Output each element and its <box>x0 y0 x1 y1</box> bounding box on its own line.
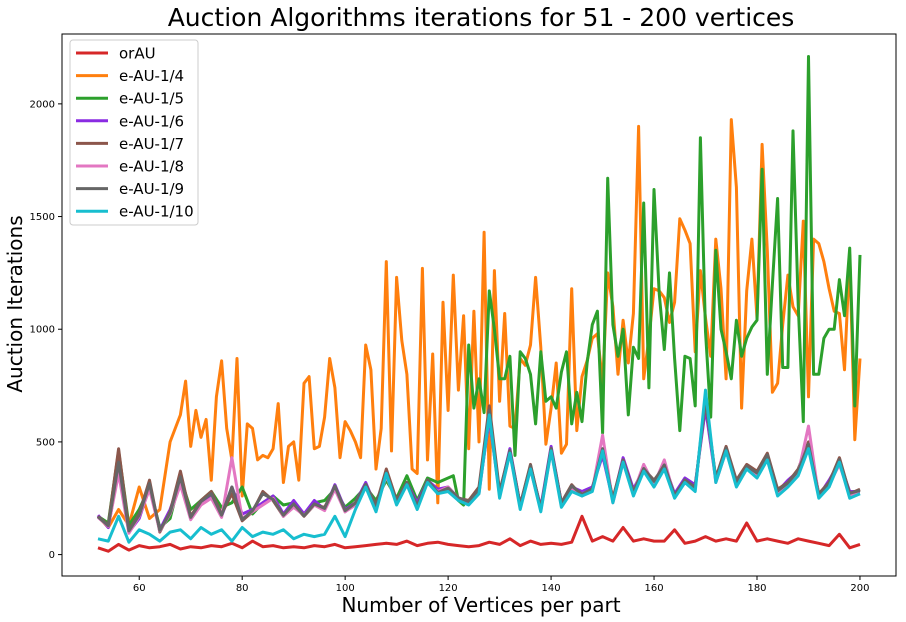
y-tick-label: 2000 <box>30 99 55 110</box>
x-axis-ticks: 60 80 100 120 140 160 180 200 <box>133 576 870 594</box>
legend: orAU e-AU-1/4 e-AU-1/5 e-AU-1/6 e-AU-1/7 e-AU… <box>69 39 199 226</box>
legend-label: e-AU-1/7 <box>119 135 184 153</box>
x-tick-label: 180 <box>747 583 766 594</box>
y-axis-label: Auction Iterations <box>3 215 27 392</box>
x-tick-label: 160 <box>644 583 663 594</box>
y-axis-ticks: 0 500 1000 1500 2000 <box>30 99 62 561</box>
plot-border <box>61 33 897 577</box>
series-line-8 <box>97 388 861 544</box>
legend-box <box>69 39 199 226</box>
x-axis-label: Number of Vertices per part <box>341 593 620 617</box>
x-tick-label: 100 <box>336 583 355 594</box>
x-tick-label: 120 <box>439 583 458 594</box>
y-tick-label: 0 <box>49 550 55 561</box>
legend-label: e-AU-1/8 <box>119 158 184 176</box>
legend-label: orAU <box>119 45 156 63</box>
y-tick-label: 1000 <box>30 325 55 336</box>
plot-area <box>61 33 897 577</box>
x-tick-label: 140 <box>542 583 561 594</box>
x-tick-label: 80 <box>236 583 249 594</box>
legend-label: e-AU-1/9 <box>119 180 184 198</box>
y-tick-label: 500 <box>36 437 55 448</box>
legend-label: e-AU-1/4 <box>119 67 184 85</box>
legend-label: e-AU-1/5 <box>119 90 184 108</box>
x-tick-label: 60 <box>133 583 146 594</box>
legend-label: e-AU-1/10 <box>119 203 194 221</box>
legend-label: e-AU-1/6 <box>119 112 184 130</box>
series-lines <box>96 55 862 553</box>
series-line-1 <box>97 514 861 553</box>
x-tick-label: 200 <box>850 583 869 594</box>
y-tick-label: 1500 <box>30 212 55 223</box>
chart-title: Auction Algorithms iterations for 51 - 2… <box>168 3 795 32</box>
